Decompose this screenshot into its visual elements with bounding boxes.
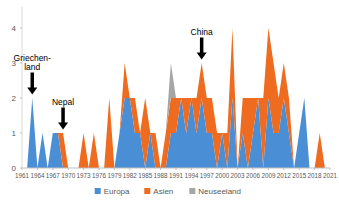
x-tick xyxy=(22,168,23,170)
x-tick xyxy=(314,168,315,170)
annotation: Nepal xyxy=(52,97,74,107)
x-tick-label: 1988 xyxy=(154,172,169,179)
chart-container: 0123419611964196719701973197619791982198… xyxy=(0,0,339,203)
legend-label: Europa xyxy=(104,187,130,196)
legend-label: Neuseeland xyxy=(198,187,241,196)
y-axis xyxy=(22,7,23,168)
y-tick xyxy=(20,28,22,29)
x-tick-label: 1985 xyxy=(138,172,153,179)
x-tick xyxy=(191,168,192,170)
x-tick-label: 2009 xyxy=(261,172,276,179)
x-tick xyxy=(176,168,177,170)
area xyxy=(22,28,325,168)
x-tick-label: 2003 xyxy=(231,172,246,179)
x-tick-label: 1961 xyxy=(15,172,30,179)
annotation-arrowhead xyxy=(27,88,37,95)
x-tick-label: 1979 xyxy=(107,172,122,179)
x-tick-label: 1964 xyxy=(30,172,45,179)
legend-label: Asien xyxy=(153,187,173,196)
x-tick-label: 1997 xyxy=(200,172,215,179)
y-tick xyxy=(20,133,22,134)
x-tick xyxy=(83,168,84,170)
x-tick xyxy=(237,168,238,170)
annotation-line: land xyxy=(24,62,40,72)
x-tick xyxy=(129,168,130,170)
x-tick-label: 1976 xyxy=(92,172,107,179)
x-tick xyxy=(206,168,207,170)
annotation-line: Nepal xyxy=(52,97,74,107)
x-tick xyxy=(222,168,223,170)
y-tick xyxy=(20,63,22,64)
annotation-arrow xyxy=(200,38,204,54)
legend-swatch xyxy=(144,188,150,194)
x-tick xyxy=(299,168,300,170)
x-tick-label: 1991 xyxy=(169,172,184,179)
area xyxy=(22,28,325,168)
annotation-arrow xyxy=(31,73,35,89)
x-tick-label: 2015 xyxy=(292,172,307,179)
x-tick xyxy=(160,168,161,170)
legend-swatch xyxy=(95,188,101,194)
x-tick xyxy=(268,168,269,170)
chart: 0123419611964196719701973197619791982198… xyxy=(0,0,339,203)
annotation-arrowhead xyxy=(58,123,68,130)
x-tick-label: 2000 xyxy=(215,172,230,179)
y-tick-label: 1 xyxy=(12,129,17,138)
x-tick-label: 2012 xyxy=(277,172,292,179)
annotation-arrow xyxy=(61,108,65,124)
x-tick xyxy=(52,168,53,170)
annotation: China xyxy=(191,27,213,37)
annotation: Griechen-land xyxy=(14,53,51,72)
x-tick-label: 1973 xyxy=(77,172,92,179)
y-tick-label: 2 xyxy=(12,94,17,103)
x-tick-label: 2006 xyxy=(246,172,261,179)
legend-swatch xyxy=(189,188,195,194)
x-tick xyxy=(37,168,38,170)
y-tick-label: 4 xyxy=(12,24,17,33)
x-tick xyxy=(68,168,69,170)
annotation-arrowhead xyxy=(197,53,207,60)
x-tick-label: 1982 xyxy=(123,172,138,179)
x-tick-label: 2021 xyxy=(323,172,338,179)
x-tick-label: 1970 xyxy=(61,172,76,179)
x-tick-label: 2018 xyxy=(308,172,323,179)
x-tick-label: 1994 xyxy=(184,172,199,179)
x-tick xyxy=(145,168,146,170)
x-tick-label: 1967 xyxy=(46,172,61,179)
x-tick xyxy=(114,168,115,170)
x-tick xyxy=(99,168,100,170)
x-tick xyxy=(330,168,331,170)
x-tick xyxy=(283,168,284,170)
annotation-line: China xyxy=(191,27,213,37)
plot-area xyxy=(22,28,325,168)
x-tick xyxy=(253,168,254,170)
y-tick xyxy=(20,98,22,99)
legend: Europa Asien Neuseeland xyxy=(95,187,241,196)
